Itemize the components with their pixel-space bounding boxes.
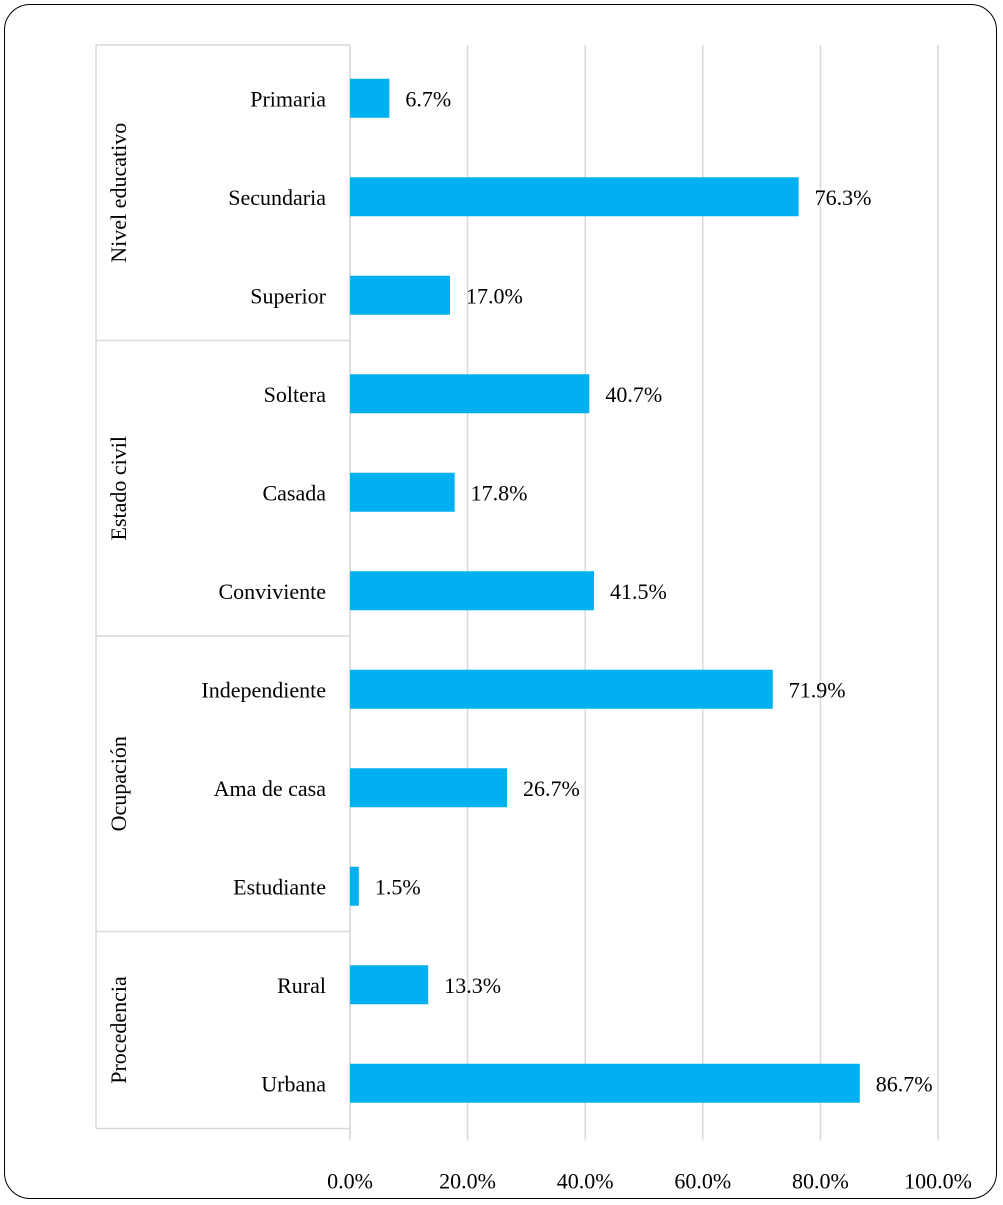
data-label: 17.0% [466,283,523,308]
data-label: 6.7% [405,86,451,111]
category-label: Secundaria [228,185,326,210]
data-label: 40.7% [605,382,662,407]
category-label: Superior [250,283,326,308]
bar [350,275,450,315]
category-label: Soltera [264,382,327,407]
data-label: 13.3% [444,973,501,998]
bar [350,571,595,611]
category-labels: Primaria Secundaria Superior Soltera Casada C… [201,86,326,1096]
bar [350,374,590,414]
category-label: Casada [262,480,326,505]
bar [350,866,359,906]
bar [350,177,799,217]
group-labels: Nivel educativo Estado civil Ocupación Proc… [106,123,131,1084]
group-label: Ocupación [106,736,131,831]
x-tick-label: 100.0% [904,1169,972,1194]
bars [350,78,860,1103]
bar [350,1063,860,1103]
group-label: Estado civil [106,436,131,540]
data-label: 1.5% [375,874,421,899]
category-label: Estudiante [233,874,326,899]
category-label: Rural [277,973,326,998]
bar [350,78,390,118]
bar [350,965,429,1005]
category-label: Ama de casa [214,776,327,801]
data-label: 86.7% [876,1071,933,1096]
data-label: 41.5% [610,579,667,604]
data-label: 71.9% [789,677,846,702]
data-label: 26.7% [523,776,580,801]
x-tick-label: 0.0% [327,1169,373,1194]
x-tick-label: 40.0% [557,1169,614,1194]
bar [350,768,507,808]
category-label: Conviviente [218,579,326,604]
x-tick-label: 60.0% [674,1169,731,1194]
data-label: 17.8% [471,480,528,505]
category-label: Urbana [261,1071,326,1096]
x-tick-label: 80.0% [792,1169,849,1194]
x-tick-labels: 0.0% 20.0% 40.0% 60.0% 80.0% 100.0% [327,1169,972,1194]
value-labels: 6.7% 76.3% 17.0% 40.7% 17.8% 41.5% 71.9% 26.7% 1… [375,86,933,1096]
group-label: Procedencia [106,976,131,1084]
bar [350,669,773,709]
bar [350,472,455,512]
category-label: Independiente [201,677,326,702]
data-label: 76.3% [815,185,872,210]
category-label: Primaria [250,86,326,111]
group-label: Nivel educativo [106,123,131,263]
x-tick-label: 20.0% [439,1169,496,1194]
